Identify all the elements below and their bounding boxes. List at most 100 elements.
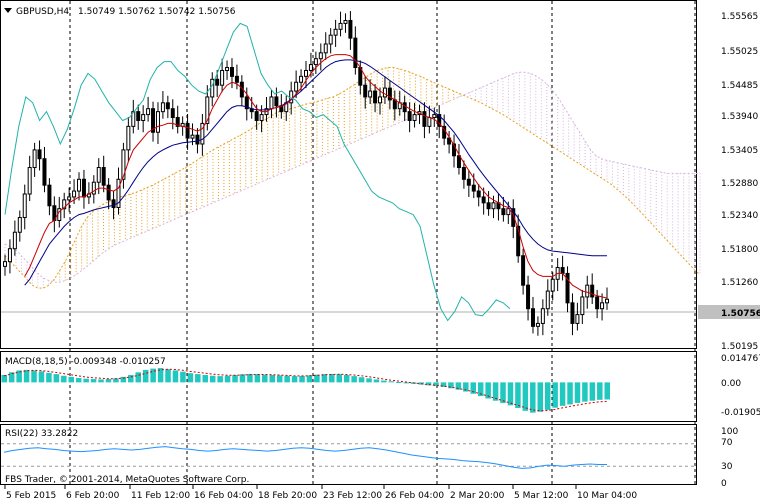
candle-body — [511, 208, 516, 227]
candle-body — [121, 149, 126, 180]
macd-panel-frame — [0, 351, 697, 422]
macd-histogram-bar — [90, 379, 97, 383]
candle-body — [348, 19, 353, 39]
time-axis-label: 11 Feb 12:00 — [131, 491, 190, 501]
macd-histogram-bar — [500, 382, 506, 403]
rsi-title: RSI(22) 33.2822 — [5, 429, 78, 439]
candle-body — [392, 99, 397, 110]
macd-histogram-bar — [507, 382, 514, 406]
candle-body — [259, 114, 264, 121]
macd-histogram-bar — [195, 374, 201, 383]
macd-histogram-bar — [329, 373, 335, 383]
rsi-panel-frame — [0, 424, 697, 485]
candle-body — [175, 117, 180, 127]
candle-body — [22, 193, 27, 219]
candle-body — [402, 102, 407, 113]
macd-histogram-bar — [336, 374, 342, 383]
macd-histogram-bar — [291, 376, 298, 383]
candle-body — [432, 114, 437, 119]
candle-body — [234, 75, 239, 83]
rsi-line — [3, 446, 607, 469]
ohlc-label: 1.50749 1.50762 1.50742 1.50756 — [78, 7, 236, 17]
candle-body — [136, 111, 141, 121]
macd-histogram-bar — [544, 382, 551, 410]
macd-histogram-bar — [306, 375, 313, 383]
macd-histogram-bar — [202, 375, 208, 383]
candle-body — [570, 302, 575, 324]
candle-body — [77, 178, 82, 192]
candle-body — [373, 90, 378, 104]
candle-body — [516, 225, 521, 257]
time-axis-label: 26 Feb 04:00 — [385, 491, 444, 501]
candle-body — [72, 190, 77, 198]
candle-body — [378, 96, 383, 104]
candle-body — [387, 87, 392, 101]
time-axis-label: 2 Mar 20:00 — [450, 491, 505, 501]
candle-body — [155, 111, 160, 133]
candle-body — [96, 167, 101, 183]
ichimoku-lines — [4, 22, 608, 322]
ichimoku-cloud — [4, 67, 701, 289]
macd-histogram-bar — [433, 382, 439, 387]
candle-body — [225, 67, 230, 71]
candle-body — [585, 284, 590, 298]
candle-body — [111, 199, 116, 209]
macd-histogram-bar — [23, 369, 30, 383]
candle-body — [294, 81, 299, 92]
macd-histogram-bar — [321, 374, 328, 383]
candle-body — [353, 37, 358, 69]
candle-body — [308, 64, 313, 71]
copyright-text: FBS Trader, © 2001-2014, MetaQuotes Soft… — [5, 475, 249, 485]
macd-histogram-bar — [157, 368, 164, 383]
macd-histogram-bar — [589, 382, 596, 401]
symbol-label: GBPUSD,H4 — [16, 7, 69, 17]
candle-body — [274, 96, 279, 107]
macd-axis-tick: 0.00 — [721, 379, 741, 389]
macd-histogram-bar — [582, 382, 588, 402]
macd-histogram-bar — [262, 374, 268, 383]
macd-layer — [1, 368, 610, 413]
macd-histogram-bar — [492, 382, 499, 401]
macd-histogram-bar — [46, 372, 52, 383]
macd-histogram-bar — [559, 382, 566, 406]
candle-body — [565, 272, 570, 304]
candle-body — [304, 69, 308, 77]
macd-histogram-bar — [388, 381, 395, 383]
candle-body — [215, 78, 220, 86]
candle-body — [47, 184, 52, 207]
macd-histogram-bar — [351, 376, 357, 383]
candle-body — [452, 143, 457, 157]
candle-body — [437, 114, 442, 127]
rsi-axis-tick: 100 — [721, 427, 738, 437]
dropdown-triangle-icon[interactable] — [4, 8, 12, 13]
price-axis: 1.55565 1.55025 1.54485 1.53940 1.53405 … — [721, 12, 758, 352]
macd-histogram-bar — [477, 382, 484, 397]
candle-body — [333, 28, 338, 36]
macd-axis-tick: 0.014767 — [721, 354, 760, 364]
candle-body — [195, 134, 200, 145]
macd-title: MACD(8,18,5) -0.009348 -0.010257 — [5, 357, 166, 367]
senkou-span-a — [4, 67, 701, 289]
macd-histogram-bar — [470, 382, 476, 394]
macd-histogram-bar — [68, 376, 74, 383]
price-tick: 1.52880 — [721, 179, 758, 189]
macd-histogram-bar — [515, 382, 521, 409]
current-price-tag — [698, 305, 760, 319]
candle-body — [328, 34, 333, 45]
kijun-sen-line — [24, 59, 607, 286]
tenkan-sen-line — [24, 54, 608, 299]
macd-axis-tick: -0.019052 — [721, 408, 760, 418]
macd-signal-line — [3, 368, 608, 412]
macd-histogram-bar — [604, 382, 610, 400]
macd-histogram-bar — [537, 382, 543, 412]
candle-body — [116, 178, 121, 209]
macd-histogram-bar — [574, 382, 581, 403]
macd-histogram-bar — [113, 378, 119, 383]
candle-body — [62, 199, 67, 210]
candle-body — [190, 134, 195, 139]
macd-histogram-bar — [247, 373, 253, 383]
candle-body — [299, 75, 304, 83]
macd-histogram-bar — [187, 373, 194, 383]
candle-body — [382, 87, 387, 98]
price-tick: 1.53405 — [721, 146, 758, 156]
